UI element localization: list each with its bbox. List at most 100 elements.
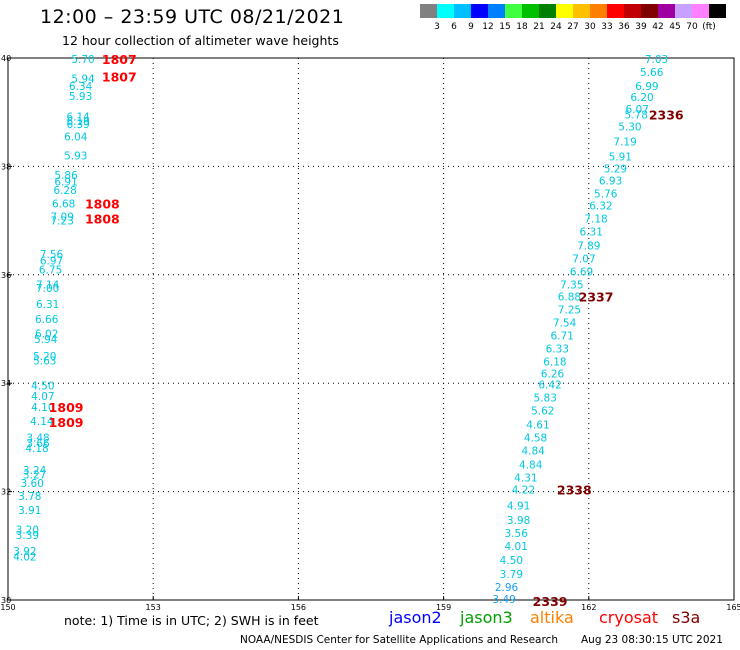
wave-height-value: 6.68 (52, 198, 75, 210)
wave-height-value: 4.84 (519, 460, 543, 472)
wave-height-value: 7.07 (572, 254, 595, 266)
wave-height-value: 6.88 (558, 291, 581, 303)
wave-height-value: 4.02 (13, 552, 36, 564)
lon-tick-label: 153 (146, 603, 161, 612)
lat-tick-label: 34 (1, 379, 11, 388)
chart-subtitle: 12 hour collection of altimeter wave hei… (62, 33, 339, 48)
wave-height-value: 6.99 (635, 81, 658, 93)
wave-height-value: 6.69 (570, 267, 593, 279)
wave-height-value: 4.61 (526, 419, 549, 431)
wave-height-value: 6.07 (626, 104, 649, 116)
wave-height-value: 3.60 (21, 478, 44, 490)
wave-height-value: 5.63 (33, 355, 56, 367)
wave-height-value: 5.83 (534, 392, 557, 404)
scale-swatch (573, 4, 590, 18)
scale-swatch (488, 4, 505, 18)
lat-tick-label: 30 (1, 596, 11, 605)
lon-tick-label: 165 (726, 603, 740, 612)
wave-height-value: 5.76 (594, 189, 618, 201)
wave-height-value: 7.19 (613, 136, 636, 148)
wave-height-value: 6.31 (36, 299, 59, 311)
wave-height-value: 7.54 (553, 317, 577, 329)
wave-height-value: 4.18 (25, 443, 48, 455)
chart-title: 12:00 – 23:59 UTC 08/21/2021 (40, 6, 345, 28)
wave-height-value: 2.96 (495, 582, 519, 594)
wave-height-value: 3.91 (18, 505, 41, 517)
scale-label: 36 (618, 22, 630, 32)
satellite-legend-s3a: s3a (672, 608, 701, 627)
satellite-legend-altika: altika (530, 608, 574, 627)
wave-height-value: 5.78 (625, 109, 648, 121)
scale-swatch (556, 4, 573, 18)
wave-height-value: 4.07 (31, 391, 54, 403)
wave-height-value: 6.28 (53, 185, 76, 197)
scale-label: 21 (533, 22, 545, 32)
scale-label: 70 (686, 22, 698, 32)
scale-swatch (675, 4, 692, 18)
wave-height-value: 6.97 (40, 256, 63, 268)
wave-height-value: 3.66 (26, 438, 50, 450)
wave-height-value: 4.58 (524, 432, 547, 444)
wave-height-value: 5.70 (71, 54, 94, 66)
wave-height-value: 6.33 (546, 344, 569, 356)
wave-height-value: 3.78 (18, 491, 41, 503)
axis-ticks: 150 153 156 159 162 165 40 38 36 34 32 30 (0, 54, 740, 612)
scale-label: 30 (584, 22, 596, 32)
scale-label: 18 (516, 22, 528, 32)
wave-height-value: 4.84 (521, 445, 545, 457)
scale-swatch (590, 4, 607, 18)
scale-label: (ft) (702, 22, 716, 32)
wave-height-value: 4.50 (31, 380, 54, 392)
satellite-legend-jason2: jason2 (389, 608, 442, 627)
scale-swatch (505, 4, 522, 18)
scale-label: 39 (635, 22, 647, 32)
wave-height-value: 3.48 (26, 432, 49, 444)
track-time-label: 1809 (49, 415, 84, 430)
scale-swatch (658, 4, 675, 18)
wave-height-value: 4.50 (500, 555, 523, 567)
scale-label: 12 (482, 22, 494, 32)
wave-height-value: 3.27 (23, 469, 46, 481)
wave-height-value: 7.00 (36, 283, 59, 295)
scale-swatch (420, 4, 437, 18)
scale-label: 42 (652, 22, 664, 32)
scale-swatch (522, 4, 539, 18)
scale-swatch (454, 4, 471, 18)
wave-height-value: 3.49 (492, 594, 515, 606)
wave-height-value: 3.92 (13, 546, 36, 558)
track-time-label: 1807 (102, 52, 137, 67)
map-frame (7, 57, 735, 601)
wave-height-value: 3.56 (505, 528, 529, 540)
wave-height-value: 4.31 (514, 473, 537, 485)
track-time-label: 2337 (579, 289, 614, 304)
wave-height-value: 3.39 (16, 530, 39, 542)
satellite-legend-cryosat: cryosat (599, 608, 659, 627)
lat-tick-label: 32 (1, 488, 11, 497)
wave-height-value: 3.20 (16, 525, 39, 537)
wave-height-value: 6.18 (543, 357, 566, 369)
lat-tick-label: 38 (1, 162, 11, 171)
scale-swatch (437, 4, 454, 18)
wave-height-value: 6.34 (69, 81, 93, 93)
data-points: 5.705.946.345.936.146.196.396.045.935.86… (13, 54, 668, 606)
wave-height-value: 5.93 (64, 151, 87, 163)
scale-swatch (607, 4, 624, 18)
scale-label: 15 (499, 22, 511, 32)
wave-height-value: 7.56 (40, 249, 64, 261)
wave-height-value: 7.09 (51, 211, 74, 223)
lon-tick-label: 162 (581, 603, 596, 612)
wave-height-value: 7.23 (51, 216, 74, 228)
wave-height-value: 5.94 (71, 74, 95, 86)
scale-label: 45 (669, 22, 681, 32)
track-time-label: 1808 (85, 196, 120, 211)
wave-height-value: 5.91 (609, 152, 632, 164)
wave-height-value: 4.01 (505, 541, 528, 553)
scale-label: 3 (434, 22, 440, 32)
wave-height-value: 6.20 (630, 92, 653, 104)
wave-height-value: 4.22 (512, 484, 535, 496)
lon-tick-label: 156 (291, 603, 306, 612)
wave-height-value: 7.14 (36, 280, 60, 292)
track-time-label: 1808 (85, 211, 120, 226)
wave-height-value: 3.79 (500, 569, 523, 581)
wave-height-value: 6.66 (35, 314, 59, 326)
